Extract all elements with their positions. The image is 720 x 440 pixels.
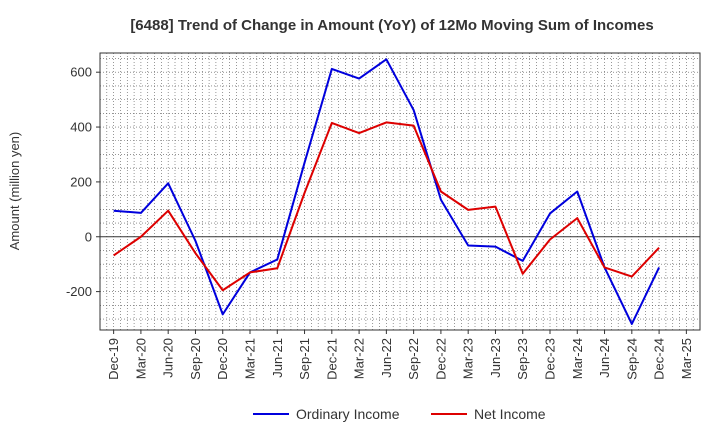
plot-border [99, 52, 701, 331]
x-tick-label: Mar-20 [133, 338, 148, 379]
y-tick-label: 600 [70, 65, 92, 80]
x-tick-label: Jun-24 [597, 338, 612, 378]
series-line-net-income [113, 121, 660, 292]
legend-label: Ordinary Income [296, 406, 400, 422]
x-tick-label: Sep-22 [406, 338, 421, 380]
x-tick-label: Sep-24 [624, 338, 639, 380]
x-tick-label: Dec-19 [106, 338, 121, 380]
x-tick-label: Dec-24 [652, 338, 667, 380]
x-tick-label: Mar-21 [243, 338, 258, 379]
y-tick-label: 400 [70, 120, 92, 135]
legend-label: Net Income [474, 406, 546, 422]
x-tick-label: Dec-23 [543, 338, 558, 380]
x-tick-label: Mar-25 [679, 338, 694, 379]
x-tick-label: Mar-23 [461, 338, 476, 379]
x-tick-label: Dec-21 [324, 338, 339, 380]
x-tick-label: Jun-22 [379, 338, 394, 378]
x-tick-label: Sep-23 [515, 338, 530, 380]
series-layer [113, 58, 660, 325]
x-tick-label: Mar-24 [570, 338, 585, 379]
y-axis-ticks: 600 400 200 0 -200 [66, 65, 100, 299]
y-tick-label: -200 [66, 284, 92, 299]
grid-lines [99, 53, 701, 330]
x-tick-label: Jun-23 [488, 338, 503, 378]
x-tick-label: Jun-20 [161, 338, 176, 378]
chart-title: [6488] Trend of Change in Amount (YoY) o… [130, 17, 653, 34]
y-axis-label: Amount (million yen) [7, 132, 22, 251]
x-axis-ticks: Dec-19 Mar-20 Jun-20 Sep-20 Dec-20 Mar-21 Jun-… [106, 330, 694, 380]
x-tick-label: Sep-21 [297, 338, 312, 380]
legend: Ordinary Income Net Income [253, 406, 546, 422]
x-tick-label: Sep-20 [188, 338, 203, 380]
x-tick-label: Jun-21 [270, 338, 285, 378]
x-tick-label: Mar-22 [352, 338, 367, 379]
x-tick-label: Dec-22 [433, 338, 448, 380]
y-tick-label: 0 [85, 229, 92, 244]
x-tick-label: Dec-20 [215, 338, 230, 380]
y-tick-label: 200 [70, 174, 92, 189]
